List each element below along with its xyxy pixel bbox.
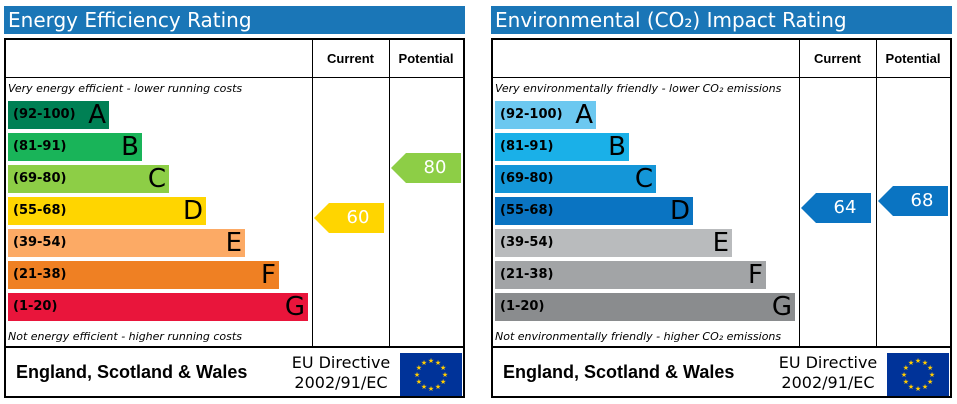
band-letter: A <box>88 101 106 129</box>
band-letter: D <box>183 197 203 225</box>
column-divider <box>389 40 390 346</box>
directive-line1: EU Directive <box>768 353 888 373</box>
eu-star-icon: ★ <box>922 383 928 391</box>
bottom-note: Not energy efficient - higher running co… <box>8 330 242 343</box>
rating-band: (21-38) F <box>495 261 766 289</box>
band-range: (39-54) <box>13 229 66 257</box>
bottom-note: Not environmentally friendly - higher CO… <box>495 330 781 343</box>
rating-band: (1-20) G <box>8 293 308 321</box>
column-divider <box>799 40 800 346</box>
header-divider <box>6 77 463 78</box>
band-range: (21-38) <box>13 261 66 289</box>
eu-flag-icon: ★ ★ ★ ★ ★ ★ ★ ★ ★ ★ ★ ★ <box>887 353 949 396</box>
band-letter: G <box>772 293 792 321</box>
directive-line1: EU Directive <box>281 353 401 373</box>
eu-directive: EU Directive 2002/91/EC <box>768 353 888 393</box>
panel-title: Environmental (CO₂) Impact Rating <box>491 6 952 34</box>
rating-band: (81-91) B <box>495 133 629 161</box>
energy-efficiency-panel: Energy Efficiency Rating Current Potenti… <box>4 6 465 398</box>
current-rating-value: 60 <box>332 203 384 233</box>
column-divider <box>876 40 877 346</box>
rating-band: (81-91) B <box>8 133 142 161</box>
footer-divider <box>493 346 950 348</box>
top-note: Very energy efficient - lower running co… <box>8 82 242 95</box>
rating-band: (1-20) G <box>495 293 795 321</box>
eu-star-icon: ★ <box>903 378 909 386</box>
band-letter: B <box>121 133 139 161</box>
column-divider <box>312 40 313 346</box>
header-divider <box>493 77 950 78</box>
eu-star-icon: ★ <box>927 364 933 372</box>
rating-band: (39-54) E <box>495 229 732 257</box>
current-rating-arrow: 64 <box>801 193 871 223</box>
band-letter: E <box>713 229 729 257</box>
eu-directive: EU Directive 2002/91/EC <box>281 353 401 393</box>
potential-rating-value: 68 <box>896 186 948 216</box>
rating-frame: Current Potential Very energy efficient … <box>4 38 465 398</box>
band-letter: B <box>608 133 626 161</box>
potential-rating-arrow: 68 <box>878 186 948 216</box>
eu-star-icon: ★ <box>901 371 907 379</box>
band-letter: E <box>226 229 242 257</box>
band-range: (55-68) <box>13 197 66 225</box>
top-note: Very environmentally friendly - lower CO… <box>495 82 781 95</box>
eu-star-icon: ★ <box>440 364 446 372</box>
eu-flag-icon: ★ ★ ★ ★ ★ ★ ★ ★ ★ ★ ★ ★ <box>400 353 462 396</box>
country-label: England, Scotland & Wales <box>503 362 734 383</box>
band-letter: F <box>261 261 276 289</box>
potential-rating-arrow: 80 <box>391 153 461 183</box>
eu-star-icon: ★ <box>428 357 434 365</box>
rating-band: (55-68) D <box>8 197 206 225</box>
band-range: (55-68) <box>500 197 553 225</box>
rating-band: (69-80) C <box>495 165 656 193</box>
band-range: (92-100) <box>13 101 76 129</box>
eu-star-icon: ★ <box>908 359 914 367</box>
environmental-impact-panel: Environmental (CO₂) Impact Rating Curren… <box>491 6 952 398</box>
band-range: (21-38) <box>500 261 553 289</box>
band-range: (1-20) <box>500 293 544 321</box>
eu-star-icon: ★ <box>428 385 434 393</box>
potential-rating-value: 80 <box>409 153 461 183</box>
rating-band: (21-38) F <box>8 261 279 289</box>
rating-band: (55-68) D <box>495 197 693 225</box>
panel-title: Energy Efficiency Rating <box>4 6 465 34</box>
current-column-header: Current <box>312 40 389 77</box>
eu-star-icon: ★ <box>416 378 422 386</box>
band-range: (81-91) <box>13 133 66 161</box>
eu-star-icon: ★ <box>915 385 921 393</box>
band-range: (69-80) <box>500 165 553 193</box>
band-range: (69-80) <box>13 165 66 193</box>
band-letter: C <box>635 165 653 193</box>
current-rating-arrow: 60 <box>314 203 384 233</box>
eu-stars: ★★★★★★★★★ ★ ★★ <box>400 353 462 396</box>
current-rating-value: 64 <box>819 193 871 223</box>
footer-divider <box>6 346 463 348</box>
rating-band: (92-100) A <box>8 101 109 129</box>
band-range: (1-20) <box>13 293 57 321</box>
rating-band: (39-54) E <box>8 229 245 257</box>
country-label: England, Scotland & Wales <box>16 362 247 383</box>
band-range: (39-54) <box>500 229 553 257</box>
directive-line2: 2002/91/EC <box>768 373 888 393</box>
band-range: (81-91) <box>500 133 553 161</box>
band-letter: C <box>148 165 166 193</box>
potential-column-header: Potential <box>389 40 463 77</box>
rating-frame: Current Potential Very environmentally f… <box>491 38 952 398</box>
eu-star-icon: ★ <box>915 357 921 365</box>
band-letter: F <box>748 261 763 289</box>
eu-star-icon: ★ <box>421 359 427 367</box>
eu-star-icon: ★ <box>435 383 441 391</box>
directive-line2: 2002/91/EC <box>281 373 401 393</box>
band-letter: D <box>670 197 690 225</box>
band-range: (92-100) <box>500 101 563 129</box>
band-letter: G <box>285 293 305 321</box>
rating-band: (69-80) C <box>8 165 169 193</box>
band-letter: A <box>575 101 593 129</box>
eu-star-icon: ★ <box>414 371 420 379</box>
current-column-header: Current <box>799 40 876 77</box>
rating-band: (92-100) A <box>495 101 596 129</box>
potential-column-header: Potential <box>876 40 950 77</box>
eu-stars: ★★★★★★★★★ ★ ★★ <box>887 353 949 396</box>
